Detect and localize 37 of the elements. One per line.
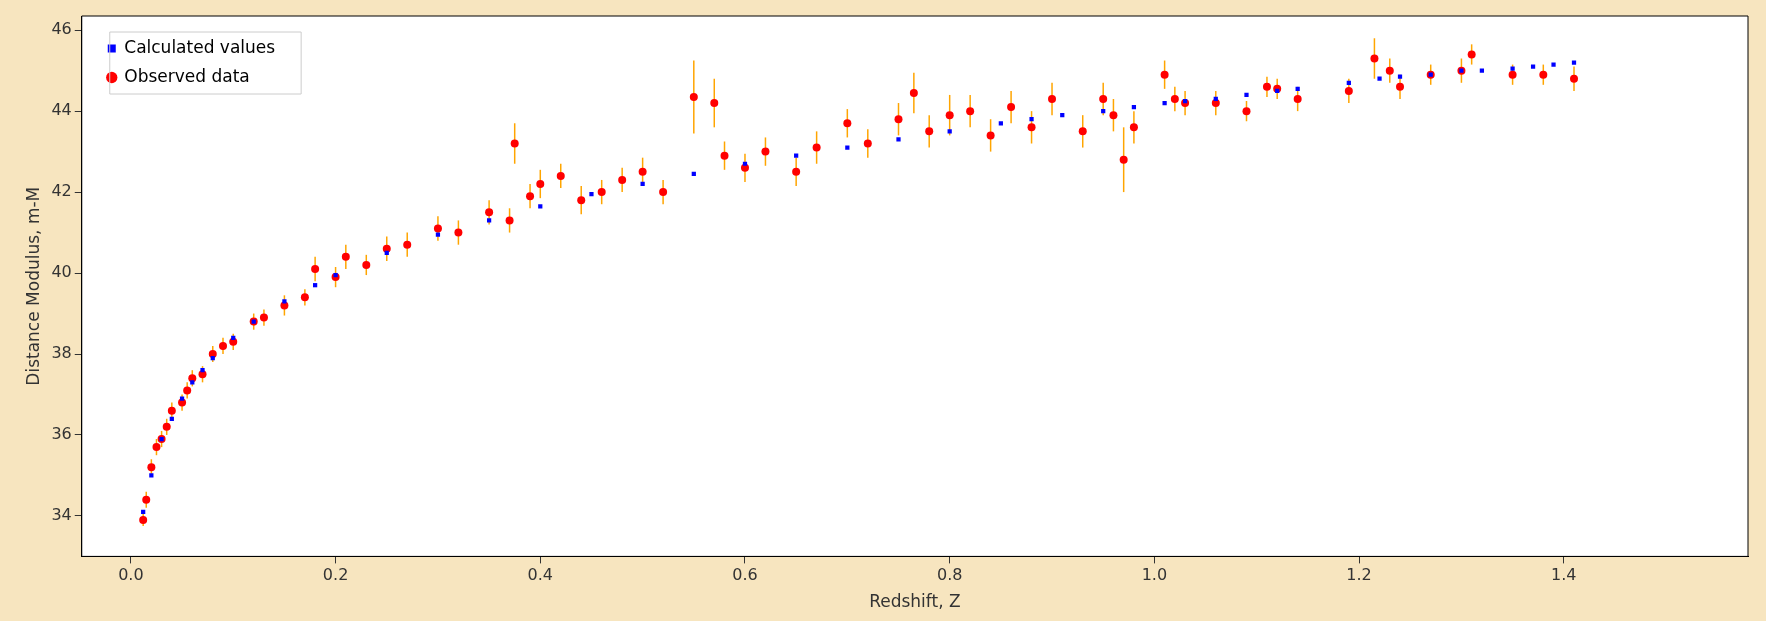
point <box>333 272 338 278</box>
y-tick-label: 40 <box>51 262 72 282</box>
y-tick-label: 36 <box>51 424 72 444</box>
x-tick-label: 1.4 <box>1551 565 1577 585</box>
y-tick-label: 42 <box>51 181 72 201</box>
point <box>1162 100 1167 106</box>
y-tick-label: 38 <box>51 343 72 363</box>
legend-label: Observed data <box>124 65 250 86</box>
y-tick-label: 44 <box>51 100 72 120</box>
y-axis-title: Distance Modulus, m-M <box>22 186 43 386</box>
point <box>179 396 185 401</box>
point <box>845 145 850 150</box>
point <box>149 473 154 478</box>
x-tick-label: 0.2 <box>322 565 349 585</box>
point <box>1244 92 1249 98</box>
x-tick-label: 1.2 <box>1346 565 1372 585</box>
y-tick-label: 34 <box>51 505 72 525</box>
x-tick-label: 1.0 <box>1141 565 1168 585</box>
legend-label: Calculated values <box>124 36 276 57</box>
x-tick-label: 0.8 <box>936 565 963 585</box>
point <box>486 218 492 223</box>
point <box>200 368 205 373</box>
point <box>1510 66 1515 71</box>
point <box>1551 62 1556 67</box>
point <box>1530 64 1536 69</box>
point <box>435 232 441 237</box>
point <box>1377 76 1382 81</box>
x-tick-label: 0.6 <box>732 565 758 585</box>
x-tick-label: 0.4 <box>527 565 554 585</box>
x-tick-label: 0.0 <box>118 565 144 585</box>
y-tick-label: 46 <box>51 19 72 39</box>
point <box>1571 60 1577 65</box>
point <box>282 299 287 304</box>
point <box>896 137 901 142</box>
x-axis-title: Redshift, Z <box>869 591 961 612</box>
point <box>1029 117 1034 122</box>
point <box>589 191 594 197</box>
